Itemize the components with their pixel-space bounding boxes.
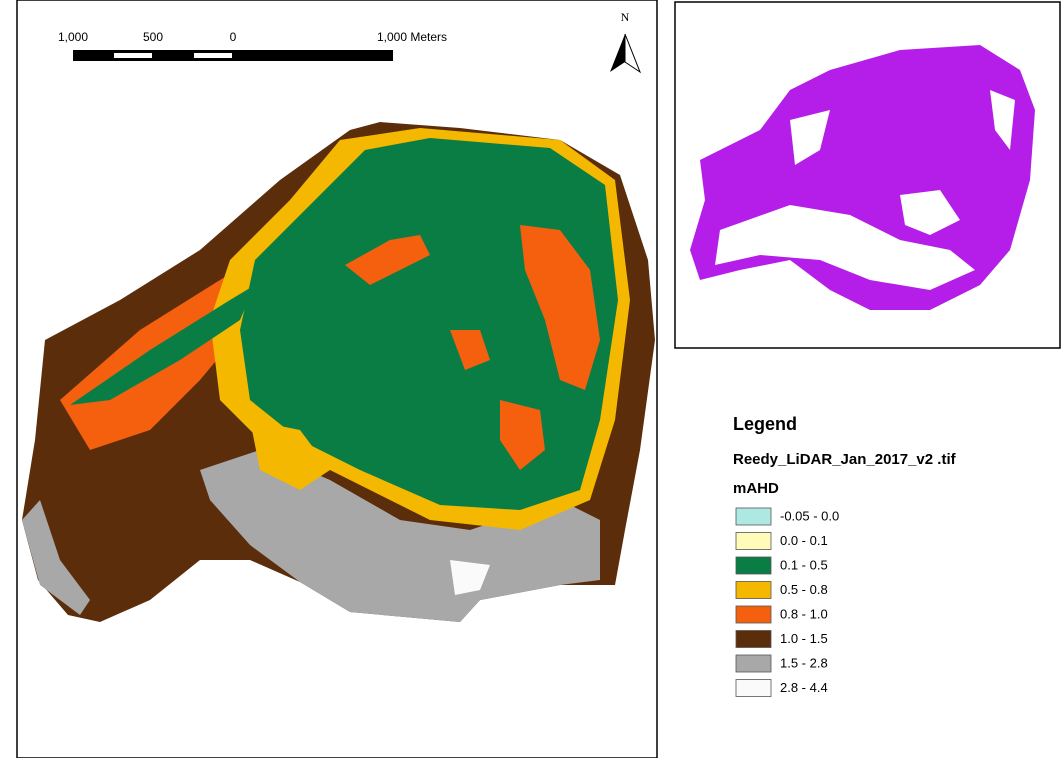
- legend-label: 0.0 - 0.1: [780, 533, 828, 548]
- legend: Legend Reedy_LiDAR_Jan_2017_v2 .tif mAHD…: [733, 414, 957, 697]
- legend-label: -0.05 - 0.0: [780, 508, 839, 523]
- legend-swatch: [736, 508, 771, 525]
- legend-units: mAHD: [733, 480, 779, 497]
- legend-label: 1.5 - 2.8: [780, 655, 828, 670]
- legend-label: 1.0 - 1.5: [780, 631, 828, 646]
- legend-label: 0.8 - 1.0: [780, 606, 828, 621]
- scale-label: 500: [143, 30, 163, 44]
- legend-label: 2.8 - 4.4: [780, 680, 828, 695]
- legend-swatch: [736, 582, 771, 599]
- legend-swatch: [736, 533, 771, 550]
- legend-swatch: [736, 606, 771, 623]
- legend-swatch: [736, 631, 771, 648]
- scale-label: 1,000: [58, 30, 88, 44]
- legend-label: 0.1 - 0.5: [780, 557, 828, 572]
- legend-title: Legend: [733, 414, 797, 434]
- legend-layer: Reedy_LiDAR_Jan_2017_v2 .tif: [733, 451, 957, 468]
- scale-label: 0: [230, 30, 237, 44]
- legend-swatch: [736, 680, 771, 697]
- scale-segment: [114, 53, 152, 58]
- map-page: 1,000 500 0 1,000 Meters N Legend Reedy_…: [0, 0, 1062, 758]
- north-label: N: [621, 10, 630, 24]
- scale-label: 1,000 Meters: [377, 30, 447, 44]
- legend-swatch: [736, 655, 771, 672]
- scale-segment: [194, 53, 232, 58]
- legend-label: 0.5 - 0.8: [780, 582, 828, 597]
- legend-swatch: [736, 557, 771, 574]
